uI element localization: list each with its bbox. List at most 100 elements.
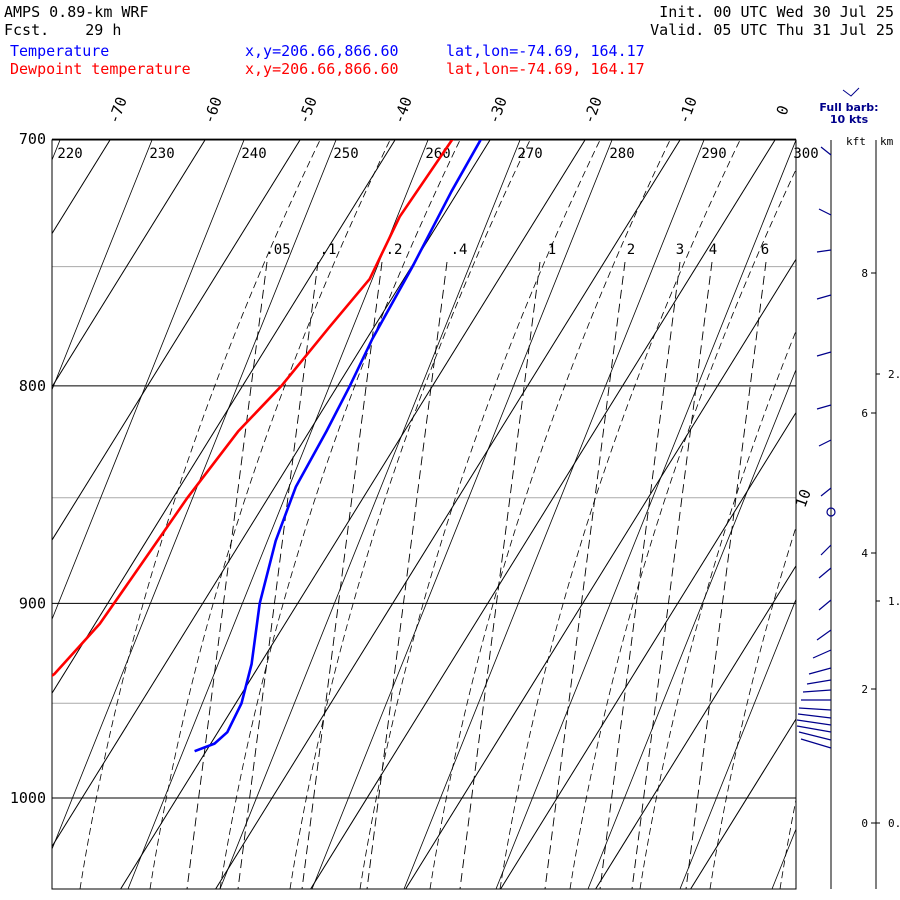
km-tick-label: 2. [888, 368, 900, 381]
mixing-ratio-label: .05 [265, 242, 290, 258]
dry-adiabat-line [679, 598, 796, 889]
legend-barb-icon [842, 87, 860, 97]
dewpoint-xy: x,y=206.66,866.60 [245, 60, 399, 78]
theta-label: 220 [57, 146, 82, 162]
wind-barb [798, 731, 832, 741]
wind-barb [818, 439, 832, 447]
temperature-xy: x,y=206.66,866.60 [245, 42, 399, 60]
pressure-tick-label: 700 [19, 130, 46, 148]
wind-barb [798, 707, 832, 711]
background-lines [0, 140, 900, 889]
moist-adiabat-line [289, 140, 531, 889]
wind-barb [812, 649, 832, 659]
kft-tick-label: 2 [861, 683, 868, 696]
mixing-ratio-label: 3 [676, 242, 684, 258]
dry-adiabat-line [864, 140, 900, 889]
temperature-tick-label: -60 [200, 94, 226, 126]
moist-adiabat-line [709, 525, 796, 889]
dry-adiabat-line [403, 140, 705, 889]
dry-adiabat-line [771, 828, 796, 889]
wind-barb [816, 629, 832, 641]
wind-barb [796, 725, 832, 733]
mixing-ratio-label: 1 [548, 242, 556, 258]
gridlines-light [52, 266, 796, 704]
dry-adiabat-line [52, 140, 245, 621]
mixing-ratio-line [544, 261, 626, 889]
temperature-tick-label: -30 [485, 94, 511, 126]
theta-label: 230 [149, 146, 174, 162]
temperature-tick-label: 10 [792, 487, 815, 510]
temperature-tick-label: 0 [773, 103, 793, 118]
theta-label: 290 [701, 146, 726, 162]
init-time: Init. 00 UTC Wed 30 Jul 25 [659, 3, 894, 21]
calm-wind-circle [826, 507, 836, 517]
wind-barb [806, 679, 832, 685]
temperature-legend: Temperature [10, 42, 110, 60]
isotherm-line [52, 140, 111, 235]
model-title: AMPS 0.89-km WRF [4, 3, 149, 21]
wind-barb [818, 208, 832, 216]
isotherm-line [595, 564, 796, 889]
moist-adiabat-line [779, 797, 796, 889]
theta-label: 280 [609, 146, 634, 162]
isotherm-line [0, 140, 15, 889]
valid-time: Valid. 05 UTC Thu 31 Jul 25 [650, 21, 894, 39]
temperature-tick-label: -70 [105, 94, 131, 126]
wind-barb-panel: kft km 8 6 4 2 0 2. 1. 0. [796, 87, 900, 889]
moist-adiabat-line [149, 140, 391, 889]
isotherm-line [690, 718, 796, 889]
forecast-label: Fcst. 29 h [4, 21, 121, 39]
km-tick-label: 0. [888, 817, 900, 830]
isotherm-line [52, 140, 206, 388]
mixing-ratio-line [301, 261, 383, 889]
moist-adiabat-line [499, 140, 741, 889]
kft-tick-label: 6 [861, 407, 868, 420]
mixing-ratio-line [366, 261, 448, 889]
km-tick-label: 1. [888, 595, 900, 608]
isotherm-line [52, 140, 301, 541]
kft-label: kft [846, 135, 866, 148]
mixing-ratio-label: 4 [709, 242, 717, 258]
wind-barb [800, 738, 832, 749]
moist-adiabat-line [850, 140, 900, 889]
wind-barb [816, 249, 832, 253]
dewpoint-trace [52, 140, 454, 678]
km-label: km [880, 135, 894, 148]
temperature-tick-label: -10 [675, 94, 701, 126]
wind-barb [816, 294, 832, 300]
pressure-tick-label: 1000 [10, 789, 46, 807]
dry-adiabat-line [587, 368, 796, 889]
moist-adiabat-line [359, 140, 601, 889]
wind-barb [802, 689, 832, 693]
axis-labels: 700 800 900 1000 -70 -60 -50 -40 -30 -20 -10 0 10 220… [10, 94, 819, 807]
isobars [52, 138, 796, 799]
mixing-ratio-line [237, 261, 319, 889]
theta-label: 240 [241, 146, 266, 162]
temperature-tick-label: -40 [390, 94, 416, 126]
pressure-tick-label: 900 [19, 594, 46, 612]
mixing-ratio-label: 2 [627, 242, 635, 258]
wind-barb [820, 146, 832, 156]
mixing-ratio-label: 6 [761, 242, 769, 258]
wind-barb [816, 351, 832, 357]
barb-note-2: 10 kts [829, 113, 869, 126]
dry-adiabat-line [311, 140, 613, 889]
theta-label: 300 [793, 146, 818, 162]
fcst-label: Fcst. [4, 21, 50, 39]
theta-label: 250 [333, 146, 358, 162]
fcst-value: 29 h [85, 21, 122, 39]
temperature-tick-label: -50 [295, 94, 321, 126]
wind-barb [818, 599, 832, 611]
isotherm-line [215, 140, 681, 889]
mixing-ratio-line [631, 261, 713, 889]
wind-barb [820, 544, 832, 556]
isotherm-line [500, 411, 796, 889]
isotherm-line [120, 140, 586, 889]
moist-adiabat-line [219, 140, 461, 889]
mixing-ratio-line [599, 261, 681, 889]
moist-adiabat-line [429, 140, 671, 889]
wind-barb [816, 404, 832, 410]
plot-frame [51, 139, 797, 890]
wind-barb [820, 487, 832, 497]
